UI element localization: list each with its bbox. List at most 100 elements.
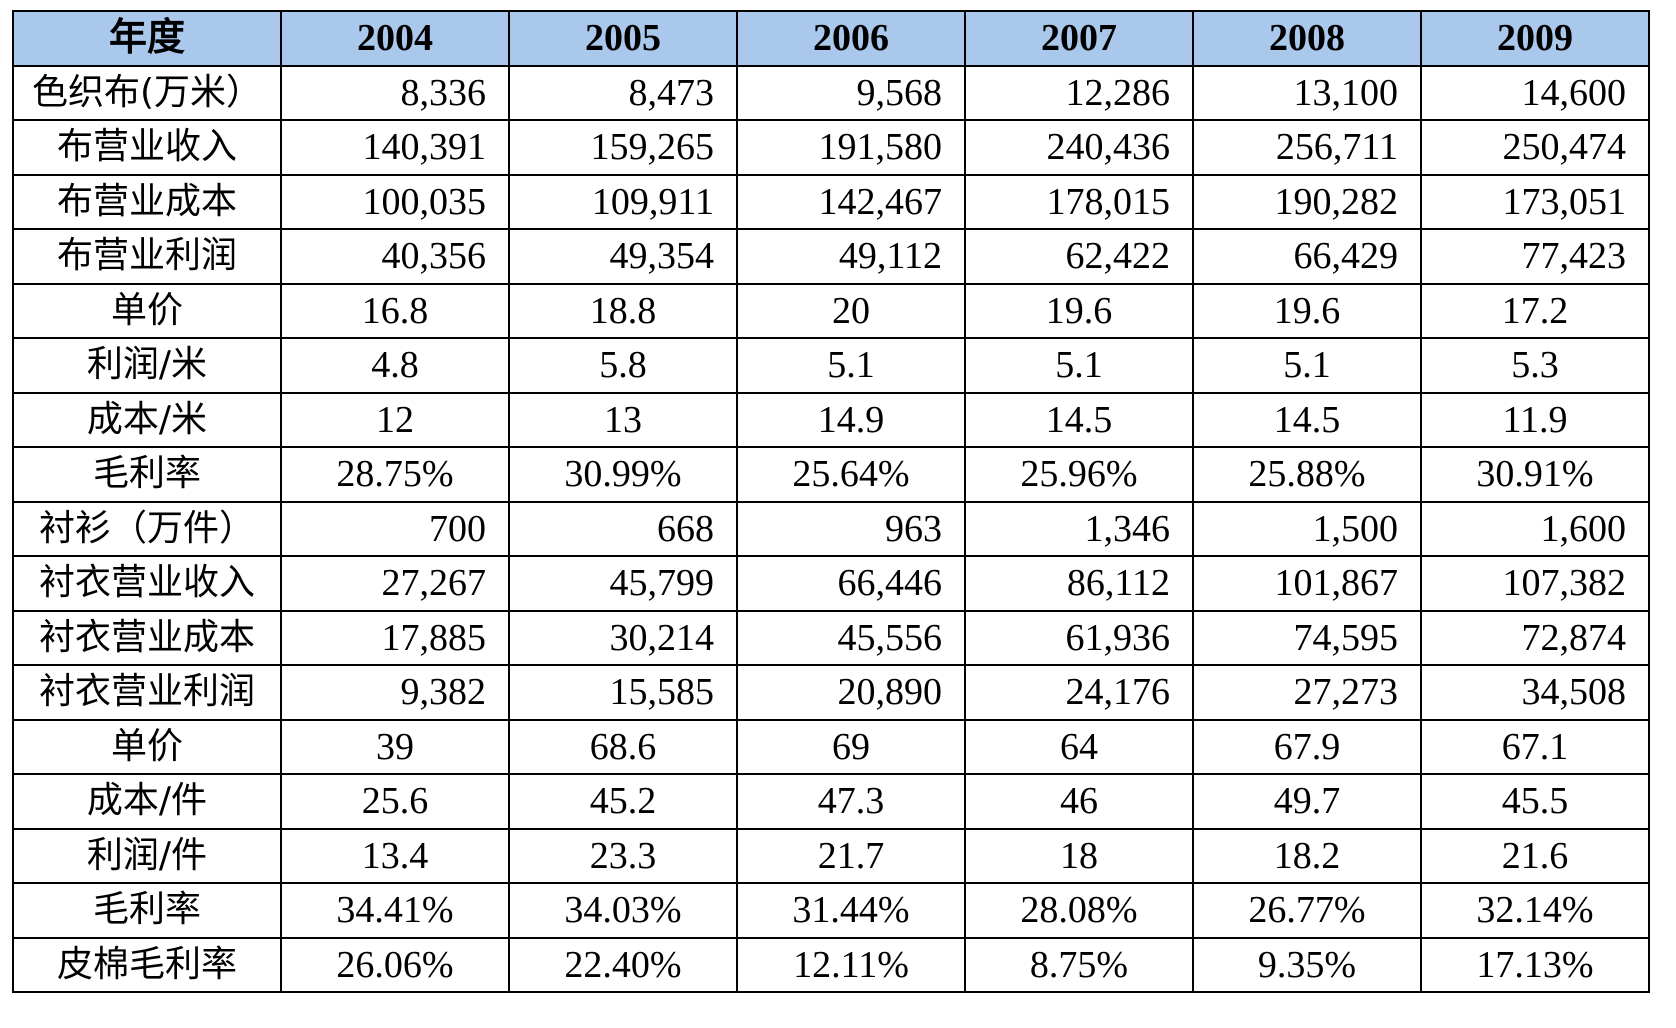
row-label: 利润/件 bbox=[12, 827, 282, 884]
table-cell: 61,936 bbox=[964, 609, 1194, 666]
table-cell: 86,112 bbox=[964, 555, 1194, 612]
table-cell: 14,600 bbox=[1420, 64, 1650, 121]
table-cell: 39 bbox=[280, 718, 510, 775]
table-cell: 17,885 bbox=[280, 609, 510, 666]
table-cell: 178,015 bbox=[964, 173, 1194, 230]
row-label: 衬衣营业成本 bbox=[12, 609, 282, 666]
table-row: 单价 39 68.6 69 64 67.9 67.1 bbox=[12, 718, 1650, 775]
table-cell: 26.06% bbox=[280, 936, 510, 993]
table-cell: 17.2 bbox=[1420, 282, 1650, 339]
table-cell: 12,286 bbox=[964, 64, 1194, 121]
table-row: 成本/米 12 13 14.9 14.5 14.5 11.9 bbox=[12, 391, 1650, 448]
header-year: 2009 bbox=[1420, 10, 1650, 67]
table-cell: 28.08% bbox=[964, 882, 1194, 939]
table-cell: 45.5 bbox=[1420, 773, 1650, 830]
table-row: 衬衣营业成本 17,885 30,214 45,556 61,936 74,595 72,8… bbox=[12, 609, 1650, 666]
header-year: 2004 bbox=[280, 10, 510, 67]
table-cell: 9,382 bbox=[280, 664, 510, 721]
header-year: 2005 bbox=[508, 10, 738, 67]
table-row: 布营业利润 40,356 49,354 49,112 62,422 66,429 77,42… bbox=[12, 228, 1650, 285]
table-cell: 66,446 bbox=[736, 555, 966, 612]
table-cell: 34.41% bbox=[280, 882, 510, 939]
table-cell: 25.88% bbox=[1192, 446, 1422, 503]
table-row: 单价 16.8 18.8 20 19.6 19.6 17.2 bbox=[12, 282, 1650, 339]
row-label: 毛利率 bbox=[12, 446, 282, 503]
table-cell: 8,336 bbox=[280, 64, 510, 121]
table-cell: 963 bbox=[736, 500, 966, 557]
table-cell: 700 bbox=[280, 500, 510, 557]
table-cell: 49,112 bbox=[736, 228, 966, 285]
table-cell: 23.3 bbox=[508, 827, 738, 884]
table-cell: 21.6 bbox=[1420, 827, 1650, 884]
table-cell: 14.9 bbox=[736, 391, 966, 448]
table-cell: 34.03% bbox=[508, 882, 738, 939]
table-cell: 8,473 bbox=[508, 64, 738, 121]
table-cell: 27,267 bbox=[280, 555, 510, 612]
table-cell: 34,508 bbox=[1420, 664, 1650, 721]
table-cell: 22.40% bbox=[508, 936, 738, 993]
table-cell: 25.64% bbox=[736, 446, 966, 503]
table-cell: 159,265 bbox=[508, 119, 738, 176]
table-cell: 20 bbox=[736, 282, 966, 339]
table-cell: 14.5 bbox=[964, 391, 1194, 448]
table-cell: 47.3 bbox=[736, 773, 966, 830]
table-cell: 11.9 bbox=[1420, 391, 1650, 448]
table-cell: 140,391 bbox=[280, 119, 510, 176]
table-row: 毛利率 34.41% 34.03% 31.44% 28.08% 26.77% 32.14% bbox=[12, 882, 1650, 939]
table-cell: 66,429 bbox=[1192, 228, 1422, 285]
table-cell: 27,273 bbox=[1192, 664, 1422, 721]
table-cell: 256,711 bbox=[1192, 119, 1422, 176]
row-label: 衬衣营业收入 bbox=[12, 555, 282, 612]
table-cell: 18.8 bbox=[508, 282, 738, 339]
table-cell: 26.77% bbox=[1192, 882, 1422, 939]
table-cell: 68.6 bbox=[508, 718, 738, 775]
table-cell: 17.13% bbox=[1420, 936, 1650, 993]
table-cell: 25.96% bbox=[964, 446, 1194, 503]
table-cell: 100,035 bbox=[280, 173, 510, 230]
table-cell: 13 bbox=[508, 391, 738, 448]
table-cell: 9,568 bbox=[736, 64, 966, 121]
row-label: 布营业利润 bbox=[12, 228, 282, 285]
row-label: 衬衫（万件） bbox=[12, 500, 282, 557]
table-cell: 101,867 bbox=[1192, 555, 1422, 612]
table-cell: 28.75% bbox=[280, 446, 510, 503]
table-cell: 5.1 bbox=[964, 337, 1194, 394]
table-cell: 14.5 bbox=[1192, 391, 1422, 448]
table-cell: 13.4 bbox=[280, 827, 510, 884]
table-cell: 46 bbox=[964, 773, 1194, 830]
table-row: 利润/件 13.4 23.3 21.7 18 18.2 21.6 bbox=[12, 827, 1650, 884]
table-row: 成本/件 25.6 45.2 47.3 46 49.7 45.5 bbox=[12, 773, 1650, 830]
table-cell: 45.2 bbox=[508, 773, 738, 830]
table-cell: 30,214 bbox=[508, 609, 738, 666]
table-cell: 24,176 bbox=[964, 664, 1194, 721]
table-cell: 30.99% bbox=[508, 446, 738, 503]
table-cell: 12.11% bbox=[736, 936, 966, 993]
table-row: 色织布(万米） 8,336 8,473 9,568 12,286 13,100 14,600 bbox=[12, 64, 1650, 121]
table-cell: 4.8 bbox=[280, 337, 510, 394]
row-label: 毛利率 bbox=[12, 882, 282, 939]
row-label: 单价 bbox=[12, 718, 282, 775]
header-year: 2008 bbox=[1192, 10, 1422, 67]
table-cell: 69 bbox=[736, 718, 966, 775]
table-cell: 45,556 bbox=[736, 609, 966, 666]
table-cell: 49.7 bbox=[1192, 773, 1422, 830]
table-cell: 67.1 bbox=[1420, 718, 1650, 775]
row-label: 衬衣营业利润 bbox=[12, 664, 282, 721]
table-cell: 190,282 bbox=[1192, 173, 1422, 230]
table-cell: 1,346 bbox=[964, 500, 1194, 557]
table-cell: 13,100 bbox=[1192, 64, 1422, 121]
table-cell: 8.75% bbox=[964, 936, 1194, 993]
table-cell: 12 bbox=[280, 391, 510, 448]
row-label: 布营业收入 bbox=[12, 119, 282, 176]
table-row: 衬衣营业收入 27,267 45,799 66,446 86,112 101,867 107… bbox=[12, 555, 1650, 612]
table-cell: 20,890 bbox=[736, 664, 966, 721]
table-cell: 250,474 bbox=[1420, 119, 1650, 176]
table-row: 衬衫（万件） 700 668 963 1,346 1,500 1,600 bbox=[12, 500, 1650, 557]
table-cell: 30.91% bbox=[1420, 446, 1650, 503]
table-cell: 1,600 bbox=[1420, 500, 1650, 557]
table-cell: 142,467 bbox=[736, 173, 966, 230]
table-cell: 5.8 bbox=[508, 337, 738, 394]
row-label: 色织布(万米） bbox=[12, 64, 282, 121]
table-cell: 1,500 bbox=[1192, 500, 1422, 557]
table-cell: 109,911 bbox=[508, 173, 738, 230]
